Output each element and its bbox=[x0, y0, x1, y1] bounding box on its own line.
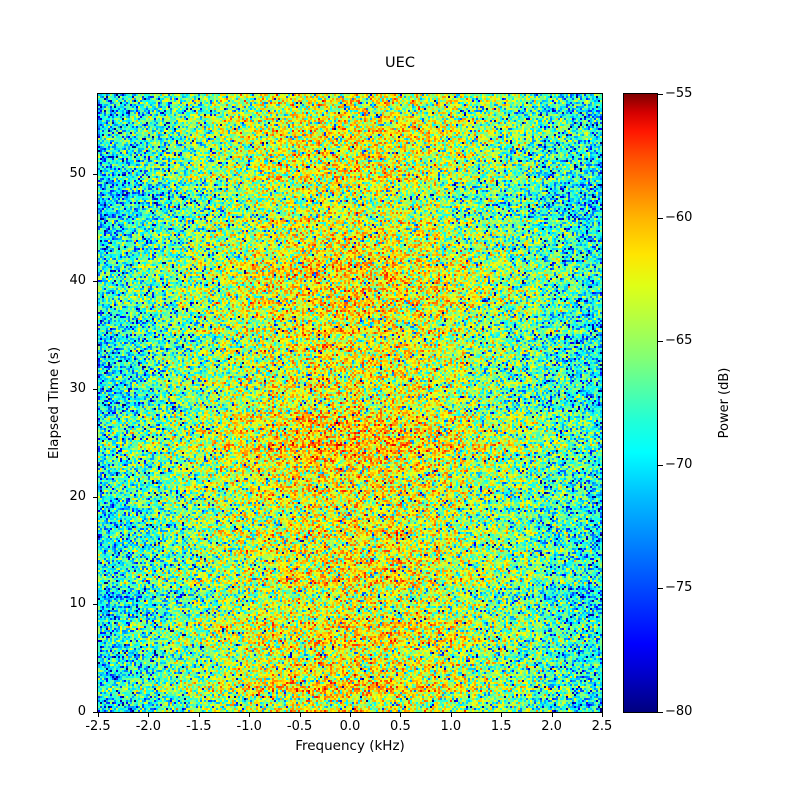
x-tick-mark bbox=[98, 713, 99, 717]
x-tick-mark bbox=[299, 713, 301, 717]
colorbar-tick-mark bbox=[658, 712, 663, 713]
x-tick-label: 0.5 bbox=[390, 719, 411, 734]
y-tick-mark bbox=[93, 604, 97, 606]
colorbar-tick-label: −70 bbox=[665, 456, 693, 472]
colorbar-tick-label: −55 bbox=[665, 86, 693, 101]
colorbar-tick-mark bbox=[658, 588, 663, 590]
x-tick-mark bbox=[450, 713, 452, 717]
y-tick-label: 30 bbox=[69, 381, 86, 396]
x-axis-label: Frequency (kHz) bbox=[295, 738, 405, 754]
y-axis-label: Elapsed Time (s) bbox=[46, 346, 62, 460]
x-tick-mark bbox=[350, 713, 351, 717]
y-tick-mark bbox=[93, 173, 97, 175]
x-tick-label: -2.5 bbox=[85, 719, 111, 734]
x-tick-mark bbox=[249, 713, 251, 717]
colorbar-tick-mark bbox=[658, 341, 663, 343]
colorbar-tick-mark bbox=[658, 217, 663, 219]
x-tick-label: -0.5 bbox=[286, 719, 313, 734]
colorbar-tick-label: −65 bbox=[665, 333, 693, 349]
x-tick-mark bbox=[148, 713, 150, 717]
x-tick-mark bbox=[551, 713, 553, 717]
y-tick-mark bbox=[93, 496, 97, 498]
x-tick-label: -2.0 bbox=[135, 719, 162, 734]
colorbar-tick-mark bbox=[658, 464, 663, 466]
x-tick-mark bbox=[501, 713, 503, 717]
colorbar-tick-mark bbox=[658, 94, 663, 95]
colorbar-label: Power (dB) bbox=[717, 367, 732, 439]
spectrogram-plot-area bbox=[97, 93, 603, 713]
colorbar-tick-label: −80 bbox=[665, 704, 693, 719]
x-tick-label: 2.0 bbox=[541, 719, 562, 734]
y-tick-label: 50 bbox=[69, 165, 86, 181]
x-tick-mark bbox=[400, 713, 402, 717]
colorbar bbox=[623, 93, 658, 713]
x-tick-mark bbox=[198, 713, 200, 717]
y-tick-mark bbox=[93, 281, 97, 283]
colorbar-tick-label: −60 bbox=[665, 209, 693, 225]
x-tick-label: 2.5 bbox=[591, 719, 613, 734]
y-tick-label: 20 bbox=[69, 488, 86, 504]
y-tick-mark bbox=[93, 712, 97, 713]
y-tick-mark bbox=[93, 389, 97, 390]
title-line-station: UEC bbox=[385, 55, 415, 71]
x-tick-label: 1.5 bbox=[490, 719, 512, 734]
y-tick-label: 0 bbox=[77, 704, 86, 719]
spectrogram-image bbox=[98, 94, 602, 712]
x-tick-label: 0.0 bbox=[339, 719, 361, 734]
x-tick-mark bbox=[602, 713, 603, 717]
x-tick-label: 1.0 bbox=[440, 719, 462, 734]
colorbar-tick-label: −75 bbox=[665, 580, 693, 596]
x-tick-label: -1.5 bbox=[186, 719, 212, 734]
y-tick-label: 10 bbox=[69, 596, 86, 612]
x-tick-label: -1.0 bbox=[236, 719, 262, 734]
y-tick-label: 40 bbox=[69, 273, 86, 289]
